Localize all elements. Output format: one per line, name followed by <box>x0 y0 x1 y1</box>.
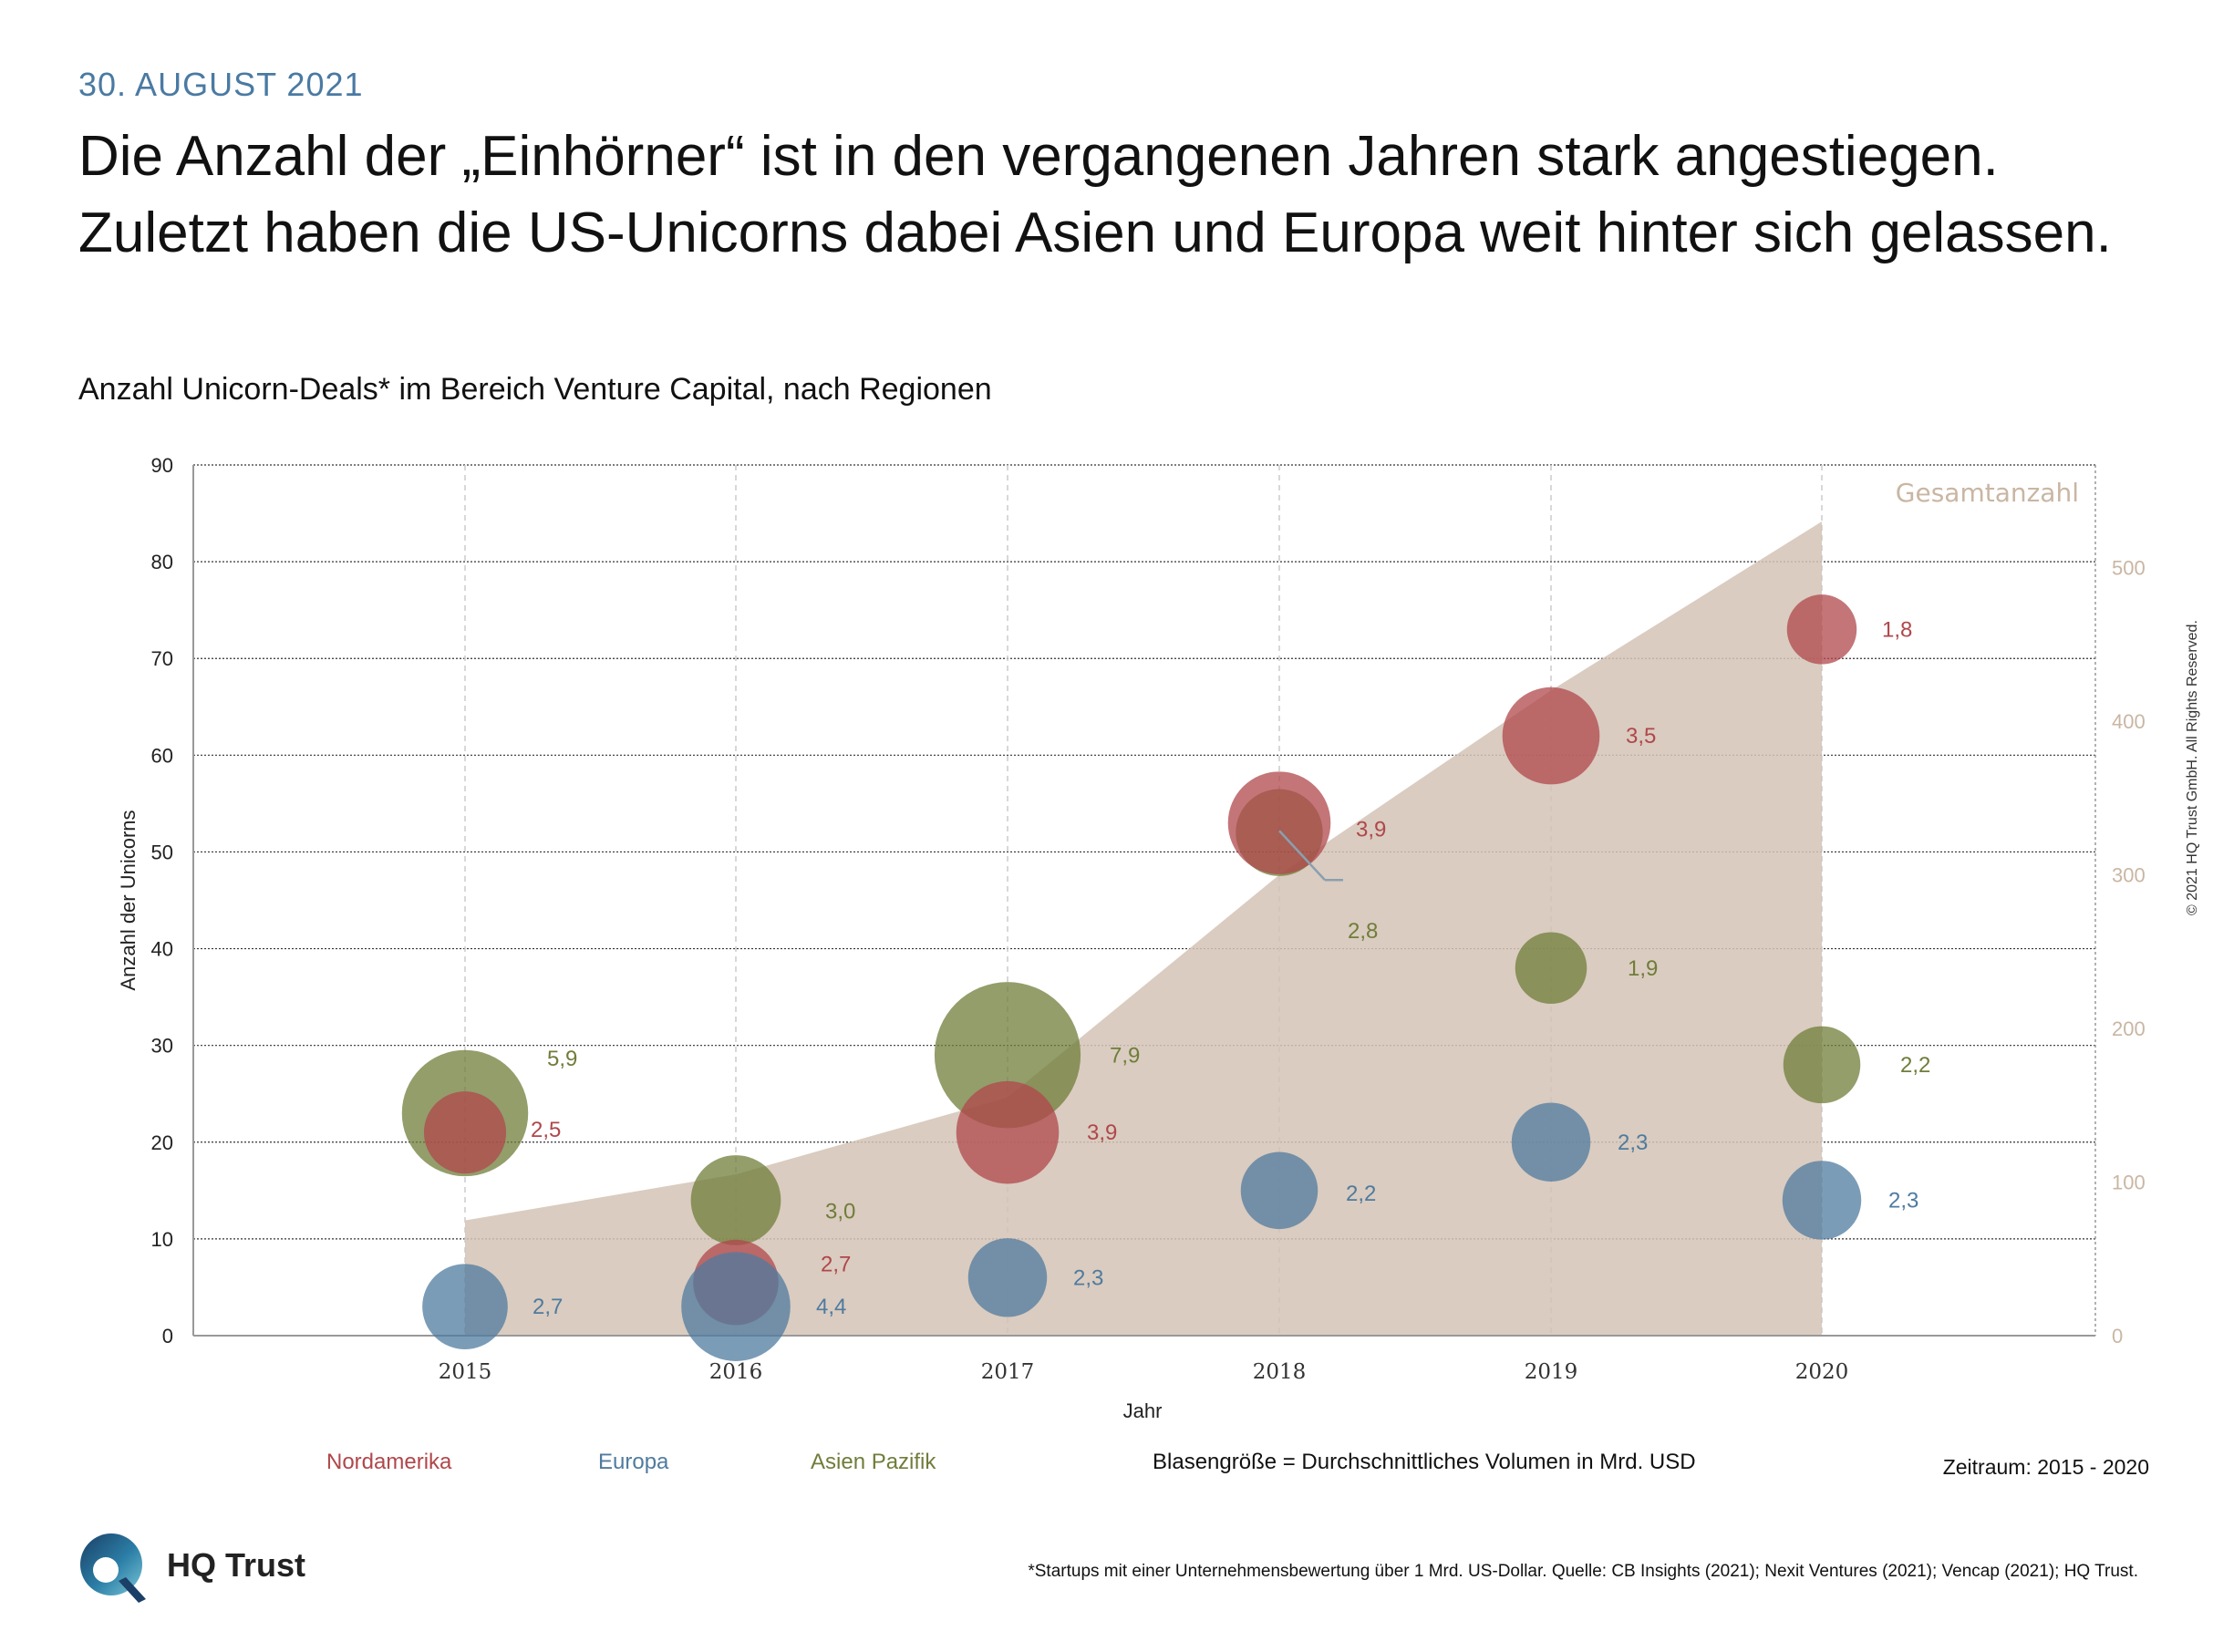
area-series-label: Gesamtanzahl <box>1896 478 2079 508</box>
bubble-nordamerika-2018 <box>1227 771 1331 874</box>
y2-tick-label: 300 <box>2112 864 2146 887</box>
y2-tick-label: 500 <box>2112 557 2146 580</box>
axes: 0 10 20 30 40 50 60 70 80 90 2015 2016 2017 2018 2019 2… <box>117 454 2146 1422</box>
legend-nordamerika: Nordamerika <box>326 1450 452 1474</box>
bubble-label-asien-pazifik-2019: 1,9 <box>1628 956 1658 981</box>
bubble-label-nordamerika-2015: 2,5 <box>531 1118 561 1142</box>
bubble-asien-pazifik-2017 <box>934 982 1081 1129</box>
bubble-label-europa-2020: 2,3 <box>1888 1188 1918 1213</box>
bubble-label-nordamerika-2020: 1,8 <box>1882 617 1912 642</box>
bubble-label-asien-pazifik-2018: 2,8 <box>1348 919 1378 944</box>
bubble-label-europa-2015: 2,7 <box>533 1295 563 1319</box>
x-tick-label: 2015 <box>439 1360 492 1384</box>
y-tick-label: 70 <box>151 647 173 670</box>
bubble-europa-2019 <box>1511 1102 1591 1182</box>
bubble-label-nordamerika-2016: 2,7 <box>821 1253 851 1277</box>
bubble-asien-pazifik-2020 <box>1783 1026 1861 1104</box>
chart-subtitle: Anzahl Unicorn-Deals* im Bereich Venture… <box>78 372 992 407</box>
headline-line-1: Die Anzahl der „Einhörner“ ist in den ve… <box>78 125 1999 188</box>
bubble-europa-2016 <box>681 1252 791 1361</box>
legend-europa: Europa <box>598 1450 669 1474</box>
y-tick-label: 20 <box>151 1131 173 1154</box>
bubble-nordamerika-2015 <box>423 1091 507 1174</box>
bubble-label-nordamerika-2017: 3,9 <box>1087 1120 1117 1145</box>
time-range: Zeitraum: 2015 - 2020 <box>1942 1455 2149 1479</box>
total-area: Gesamtanzahl <box>465 478 2079 1336</box>
report-date: 30. AUGUST 2021 <box>78 66 364 103</box>
headline-line-2: Zuletzt haben die US-Unicorns dabei Asie… <box>78 201 2112 264</box>
y-tick-label: 50 <box>151 841 173 863</box>
y2-tick-label: 400 <box>2112 710 2146 733</box>
bubble-nordamerika-2019 <box>1502 687 1600 785</box>
bubble-nordamerika-2020 <box>1786 594 1857 665</box>
bubbles <box>401 594 1862 1361</box>
x-tick-label: 2017 <box>981 1360 1035 1384</box>
bubble-labels: 5,9 3,0 7,9 2,8 1,9 2,2 2,5 2,7 3,9 3,9 3,5 1,8 2,7 4… <box>531 617 1930 1319</box>
copyright-text: © 2021 HQ Trust GmbH. All Rights Reserve… <box>2185 620 2200 915</box>
x-tick-label: 2019 <box>1525 1360 1578 1384</box>
bubble-size-note: Blasengröße = Durchschnittliches Volumen… <box>1153 1450 1696 1474</box>
bubble-label-nordamerika-2019: 3,5 <box>1626 724 1656 749</box>
y-tick-label: 80 <box>151 551 173 573</box>
bubble-europa-2018 <box>1240 1151 1318 1230</box>
headline: Die Anzahl der „Einhörner“ ist in den ve… <box>78 119 2112 272</box>
y-tick-label: 0 <box>162 1325 173 1347</box>
y-tick-label: 90 <box>151 454 173 477</box>
y2-tick-label: 100 <box>2112 1172 2146 1194</box>
bubble-label-europa-2018: 2,2 <box>1346 1182 1376 1206</box>
bubble-label-asien-pazifik-2016: 3,0 <box>825 1199 855 1224</box>
bubble-label-asien-pazifik-2017: 7,9 <box>1110 1043 1140 1068</box>
y-tick-label: 10 <box>151 1228 173 1251</box>
total-area-shape <box>465 521 1822 1336</box>
x-tick-label: 2020 <box>1795 1360 1849 1384</box>
leader-line <box>1278 830 1326 882</box>
footnote: *Startups mit einer Unternehmensbewertun… <box>1028 1562 2138 1581</box>
bubble-asien-pazifik-2016 <box>690 1155 781 1245</box>
bubble-label-europa-2019: 2,3 <box>1618 1131 1648 1155</box>
x-tick-label: 2016 <box>709 1360 763 1384</box>
bubble-europa-2020 <box>1782 1161 1862 1240</box>
bubble-europa-2015 <box>422 1264 508 1349</box>
y2-tick-label: 0 <box>2112 1325 2123 1347</box>
bubble-label-asien-pazifik-2020: 2,2 <box>1900 1053 1930 1078</box>
bubble-label-europa-2016: 4,4 <box>816 1295 846 1319</box>
bubble-label-europa-2017: 2,3 <box>1073 1265 1103 1290</box>
y-tick-label: 60 <box>151 744 173 767</box>
y2-tick-label: 200 <box>2112 1017 2146 1040</box>
y-axis-title: Anzahl der Unicorns <box>117 810 140 990</box>
y-tick-label: 40 <box>151 938 173 961</box>
x-tick-label: 2018 <box>1253 1360 1307 1384</box>
hq-trust-logo-icon <box>78 1532 151 1605</box>
legend-asien-pazifik: Asien Pazifik <box>811 1450 936 1474</box>
logo-name: HQ Trust <box>167 1546 306 1584</box>
bubble-asien-pazifik-2019 <box>1515 932 1587 1005</box>
bubble-europa-2017 <box>967 1238 1048 1317</box>
bubble-label-nordamerika-2018: 3,9 <box>1356 818 1386 842</box>
x-axis-title: Jahr <box>1123 1399 1163 1422</box>
bubble-label-asien-pazifik-2015: 5,9 <box>547 1047 577 1071</box>
bubble-nordamerika-2017 <box>956 1080 1060 1184</box>
y-tick-label: 30 <box>151 1035 173 1058</box>
